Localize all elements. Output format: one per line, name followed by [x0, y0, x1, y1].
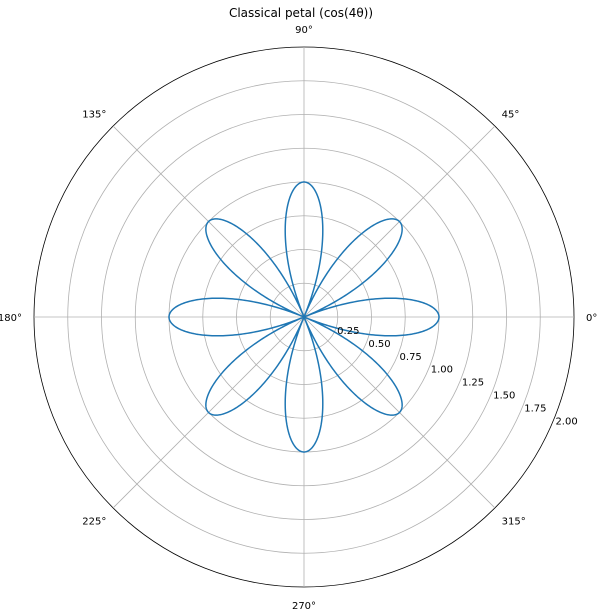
radial-tick-label-5: 1.50 [493, 390, 515, 401]
radial-tick-label-0: 0.25 [337, 326, 359, 337]
angle-tick-label-45: 45° [502, 109, 520, 120]
radial-tick-label-7: 2.00 [555, 416, 577, 427]
radial-tick-label-4: 1.25 [462, 378, 484, 389]
angle-tick-label-0: 0° [586, 313, 597, 324]
curve-layer [168, 181, 440, 453]
radial-tick-label-6: 1.75 [524, 403, 546, 414]
radial-tick-label-1: 0.50 [368, 339, 390, 350]
angle-tick-label-315: 315° [502, 517, 526, 528]
radial-tick-label-2: 0.75 [400, 352, 422, 363]
label-layer: 0° 45° 90° 135° 180° 225° 270° 315° 0.25 0.50 0.75… [0, 25, 597, 612]
angle-tick-label-270: 270° [292, 601, 316, 612]
series-line-0 [168, 181, 440, 453]
chart-title: Classical petal (cos(4θ)) [229, 6, 373, 20]
angle-tick-label-135: 135° [82, 109, 106, 120]
angle-tick-label-90: 90° [295, 25, 313, 36]
radial-tick-label-3: 1.00 [431, 365, 453, 376]
angle-tick-label-225: 225° [82, 517, 106, 528]
angle-tick-label-180: 180° [0, 313, 22, 324]
